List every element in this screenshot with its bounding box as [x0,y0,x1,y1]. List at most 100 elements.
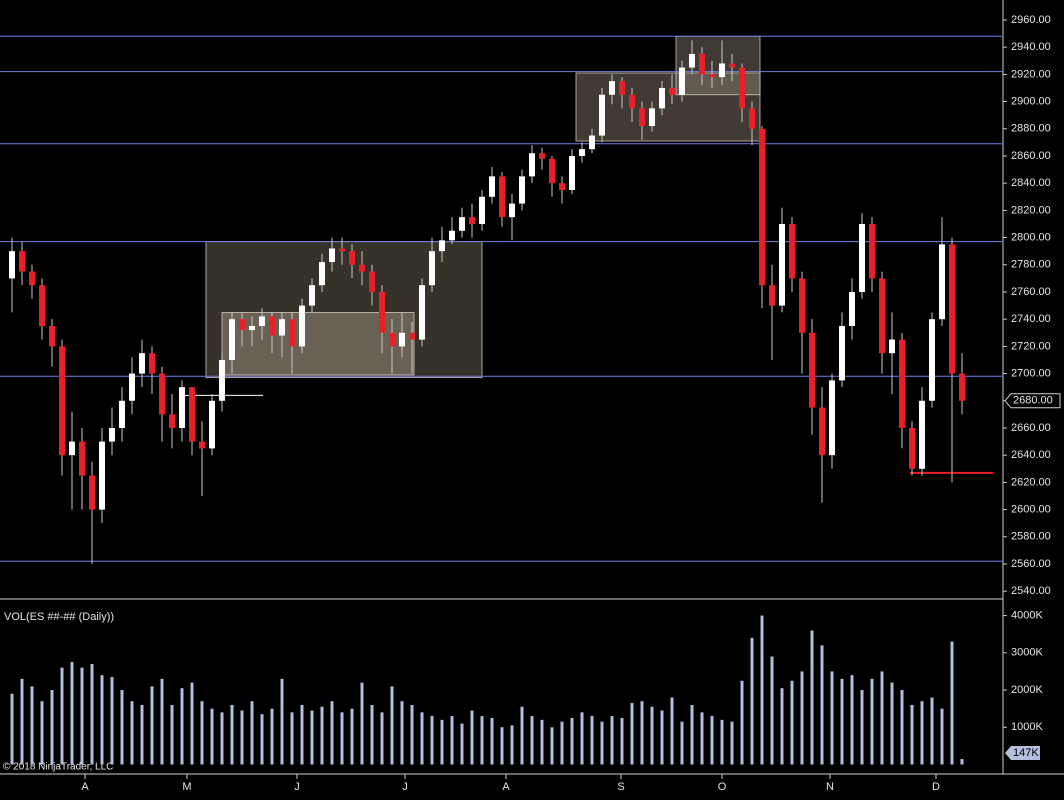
volume-bar [250,701,254,765]
candle-body [479,196,485,224]
candle-body [799,278,805,333]
candle-body [829,380,835,456]
volume-bar [690,704,694,765]
volume-bar [930,697,934,765]
volume-bar [870,678,874,765]
candle-body [929,319,935,401]
volume-bar [390,686,394,765]
copyright: © 2018 NinjaTrader, LLC [3,762,113,773]
candle-body [339,248,345,252]
candle-body [119,400,125,428]
y-tick-label: 2700.00 [1011,367,1051,379]
candle-body [99,441,105,510]
candle-body [499,176,505,218]
volume-bar [140,704,144,765]
x-tick-label: A [81,781,89,793]
volume-tick-label: 1000K [1011,721,1043,733]
volume-bar [310,710,314,765]
candle-body [519,176,525,204]
volume-bar [430,716,434,765]
volume-tick-label: 4000K [1011,609,1043,621]
volume-bar [640,701,644,765]
volume-bar [440,719,444,765]
volume-bar [300,704,304,765]
y-tick-label: 2740.00 [1011,313,1051,325]
candle-body [619,81,625,95]
candle-body [139,353,145,374]
volume-bar [570,717,574,765]
volume-bar [320,706,324,765]
volume-bar [800,671,804,765]
candle-body [399,332,405,347]
volume-bar [760,615,764,765]
y-tick-label: 2900.00 [1011,95,1051,107]
x-tick-label: J [294,781,300,793]
candle-body [579,149,585,156]
y-tick-label: 2580.00 [1011,531,1051,543]
candle-body [749,108,755,129]
y-tick-label: 2880.00 [1011,123,1051,135]
volume-bar [120,690,124,765]
volume-bar [360,682,364,765]
volume-bar [580,712,584,765]
volume-bar [720,719,724,765]
volume-bar [780,688,784,765]
candle-body [629,94,635,109]
candle-body [669,87,675,95]
x-tick-label: S [617,781,624,793]
candle-body [639,108,645,127]
volume-bar [490,717,494,765]
candle-body [599,94,605,136]
candle-body [959,373,965,401]
candle-body [719,63,725,78]
volume-bar [910,704,914,765]
candle-body [539,153,545,159]
volume-bar [480,716,484,765]
volume-bar [280,678,284,765]
candle-body [509,203,515,218]
candle-body [789,223,795,279]
volume-bar [410,704,414,765]
volume-bar [340,712,344,765]
volume-tick-label: 3000K [1011,647,1043,659]
volume-bar [700,712,704,765]
volume-bar [150,686,154,765]
candle-body [869,223,875,279]
volume-bar [850,675,854,765]
candle-body [69,441,75,456]
candle-body [279,319,285,336]
volume-bar [520,706,524,765]
y-tick-label: 2960.00 [1011,14,1051,26]
y-tick-label: 2840.00 [1011,177,1051,189]
volume-bar [200,701,204,765]
volume-bar [830,671,834,765]
volume-tag: 147K [1013,747,1039,759]
volume-bar [710,716,714,765]
candle-body [49,325,55,347]
volume-bar [10,693,14,765]
volume-bar [550,727,554,765]
candle-body [549,158,555,184]
candle-body [109,427,115,442]
candle-body [909,427,915,469]
volume-bar [350,708,354,765]
candle-body [709,74,715,78]
volume-bar [610,716,614,765]
candle-body [249,325,255,331]
zone [575,72,761,142]
candle-body [129,373,135,401]
candle-body [949,244,955,374]
candle-body [219,359,225,401]
y-tick-label: 2620.00 [1011,476,1051,488]
volume-bar [400,701,404,765]
candle-body [309,285,315,306]
candle-body [319,262,325,286]
candle-body [919,400,925,469]
volume-bar [30,686,34,765]
volume-bar [560,721,564,765]
candle-body [659,87,665,109]
volume-bar [260,714,264,765]
candle-body [819,407,825,456]
candle-body [809,332,815,408]
